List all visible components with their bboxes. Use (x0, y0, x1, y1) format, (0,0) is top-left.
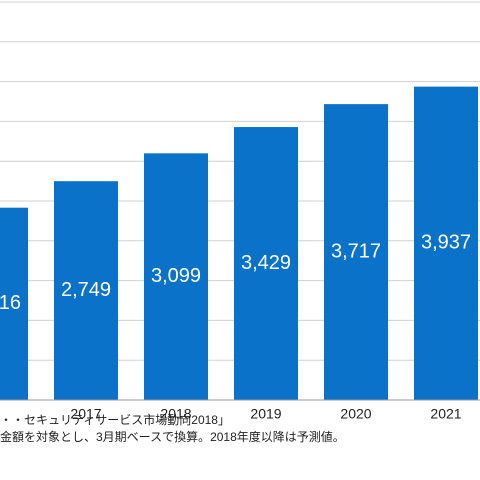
bar (234, 127, 298, 400)
bar (144, 153, 208, 400)
footnote: ・・セキュリティサービス市場動向2018」 (0, 412, 230, 427)
x-tick-label: 2018 (160, 406, 191, 422)
footnote: 金額を対象とし、3月期ベースで換算。2018年度以降は予測値。 (0, 429, 345, 444)
value-label: 3,937 (421, 232, 471, 254)
x-tick-label: 2017 (70, 406, 101, 422)
x-tick-label: 2019 (250, 406, 281, 422)
value-label: 2,749 (61, 279, 111, 301)
value-label: 2,416 (0, 292, 21, 314)
bar (324, 104, 388, 400)
bar (0, 207, 28, 400)
bar (414, 86, 478, 400)
x-tick-label: 2020 (340, 406, 371, 422)
bar (54, 181, 118, 400)
value-label: 3,099 (151, 265, 201, 287)
value-label: 3,717 (331, 240, 381, 262)
value-label: 3,429 (241, 252, 291, 274)
x-tick-label: 2021 (430, 406, 461, 422)
